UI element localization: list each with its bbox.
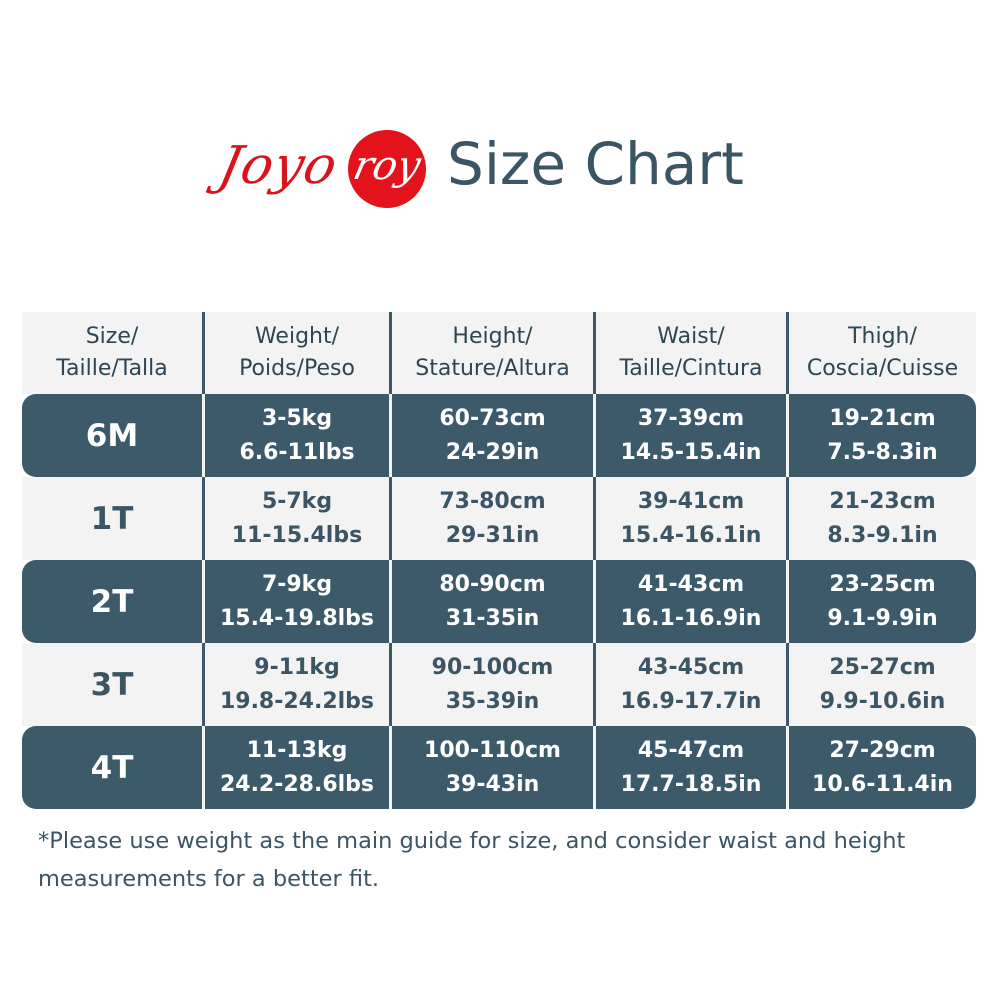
- waist-in: 17.7-18.5in: [620, 771, 762, 797]
- height-cm: 60-73cm: [439, 405, 546, 431]
- waist-cell: 43-45cm 16.9-17.7in: [593, 643, 786, 726]
- thigh-cm: 27-29cm: [829, 737, 936, 763]
- size-table: Size/ Taille/Talla Weight/ Poids/Peso He…: [22, 312, 976, 809]
- thigh-in: 9.1-9.9in: [827, 605, 938, 631]
- table-row: 2T 7-9kg 15.4-19.8lbs 80-90cm 31-35in 41…: [22, 560, 976, 643]
- waist-cm: 37-39cm: [637, 405, 745, 431]
- size-cell: 4T: [90, 749, 134, 786]
- height-cm: 90-100cm: [431, 654, 554, 680]
- height-in: 31-35in: [445, 605, 540, 631]
- size-cell: 1T: [90, 500, 134, 537]
- weight-lbs: 15.4-19.8lbs: [219, 605, 375, 631]
- weight-lbs: 19.8-24.2lbs: [219, 688, 375, 714]
- waist-cm: 41-43cm: [637, 571, 745, 597]
- header-height-line1: Height/: [452, 324, 533, 349]
- weight-kg: 7-9kg: [261, 571, 333, 597]
- waist-in: 15.4-16.1in: [620, 522, 762, 548]
- waist-cell: 41-43cm 16.1-16.9in: [593, 560, 786, 643]
- thigh-in: 7.5-8.3in: [827, 439, 938, 465]
- thigh-cell: 21-23cm 8.3-9.1in: [786, 477, 976, 560]
- height-cell: 100-110cm 39-43in: [389, 726, 593, 809]
- header-waist-line1: Waist/: [657, 324, 725, 349]
- header: Joyo roy Size Chart: [0, 118, 1000, 208]
- height-cm: 80-90cm: [439, 571, 546, 597]
- thigh-in: 9.9-10.6in: [819, 688, 946, 714]
- header-weight-line1: Weight/: [254, 324, 340, 349]
- logo-red-circle: roy: [348, 130, 426, 208]
- waist-cm: 39-41cm: [637, 488, 745, 514]
- thigh-cell: 19-21cm 7.5-8.3in: [786, 394, 976, 477]
- thigh-in: 8.3-9.1in: [827, 522, 938, 548]
- size-cell: 3T: [90, 666, 134, 703]
- header-thigh-line1: Thigh/: [848, 324, 917, 349]
- table-row: 1T 5-7kg 11-15.4lbs 73-80cm 29-31in 39-4…: [22, 477, 976, 560]
- weight-cell: 11-13kg 24.2-28.6lbs: [202, 726, 389, 809]
- size-cell: 6M: [85, 417, 139, 454]
- header-size: Size/ Taille/Talla: [22, 312, 202, 394]
- table-header-row: Size/ Taille/Talla Weight/ Poids/Peso He…: [22, 312, 976, 394]
- header-thigh: Thigh/ Coscia/Cuisse: [786, 312, 976, 394]
- height-cell: 80-90cm 31-35in: [389, 560, 593, 643]
- weight-kg: 5-7kg: [261, 488, 333, 514]
- header-height: Height/ Stature/Altura: [389, 312, 593, 394]
- weight-cell: 7-9kg 15.4-19.8lbs: [202, 560, 389, 643]
- height-in: 24-29in: [445, 439, 540, 465]
- weight-kg: 11-13kg: [246, 737, 348, 763]
- height-cm: 73-80cm: [439, 488, 546, 514]
- weight-cell: 3-5kg 6.6-11lbs: [202, 394, 389, 477]
- table-row: 3T 9-11kg 19.8-24.2lbs 90-100cm 35-39in …: [22, 643, 976, 726]
- waist-cell: 45-47cm 17.7-18.5in: [593, 726, 786, 809]
- header-size-line2: Taille/Talla: [56, 356, 168, 381]
- waist-in: 14.5-15.4in: [620, 439, 762, 465]
- thigh-cell: 27-29cm 10.6-11.4in: [786, 726, 976, 809]
- waist-cell: 37-39cm 14.5-15.4in: [593, 394, 786, 477]
- height-cm: 100-110cm: [424, 737, 561, 763]
- header-weight-line2: Poids/Peso: [239, 356, 355, 381]
- waist-cell: 39-41cm 15.4-16.1in: [593, 477, 786, 560]
- size-cell: 2T: [90, 583, 134, 620]
- weight-kg: 9-11kg: [254, 654, 340, 680]
- table-row: 6M 3-5kg 6.6-11lbs 60-73cm 24-29in 37-39…: [22, 394, 976, 477]
- thigh-cm: 19-21cm: [829, 405, 936, 431]
- waist-cm: 43-45cm: [637, 654, 745, 680]
- logo-script-text: Joyo: [213, 136, 344, 196]
- height-in: 39-43in: [445, 771, 540, 797]
- height-cell: 90-100cm 35-39in: [389, 643, 593, 726]
- header-waist-line2: Taille/Cintura: [619, 356, 763, 381]
- page-title: Size Chart: [447, 130, 744, 198]
- height-in: 35-39in: [445, 688, 540, 714]
- logo-circle-text: roy: [349, 143, 425, 189]
- header-height-line2: Stature/Altura: [415, 356, 570, 381]
- thigh-cell: 23-25cm 9.1-9.9in: [786, 560, 976, 643]
- footnote: *Please use weight as the main guide for…: [38, 828, 906, 892]
- header-waist: Waist/ Taille/Cintura: [593, 312, 786, 394]
- thigh-cm: 25-27cm: [829, 654, 936, 680]
- weight-cell: 5-7kg 11-15.4lbs: [202, 477, 389, 560]
- waist-in: 16.1-16.9in: [620, 605, 762, 631]
- thigh-cell: 25-27cm 9.9-10.6in: [786, 643, 976, 726]
- thigh-cm: 21-23cm: [829, 488, 936, 514]
- brand-logo: Joyo roy: [214, 128, 432, 208]
- height-cell: 73-80cm 29-31in: [389, 477, 593, 560]
- thigh-in: 10.6-11.4in: [812, 771, 953, 797]
- header-size-line1: Size/: [85, 324, 139, 349]
- header-thigh-line2: Coscia/Cuisse: [806, 356, 959, 381]
- height-in: 29-31in: [445, 522, 540, 548]
- height-cell: 60-73cm 24-29in: [389, 394, 593, 477]
- weight-lbs: 6.6-11lbs: [239, 439, 355, 465]
- waist-cm: 45-47cm: [637, 737, 745, 763]
- weight-lbs: 24.2-28.6lbs: [219, 771, 375, 797]
- waist-in: 16.9-17.7in: [620, 688, 762, 714]
- header-weight: Weight/ Poids/Peso: [202, 312, 389, 394]
- thigh-cm: 23-25cm: [829, 571, 936, 597]
- weight-lbs: 11-15.4lbs: [231, 522, 363, 548]
- weight-kg: 3-5kg: [261, 405, 333, 431]
- table-row: 4T 11-13kg 24.2-28.6lbs 100-110cm 39-43i…: [22, 726, 976, 809]
- weight-cell: 9-11kg 19.8-24.2lbs: [202, 643, 389, 726]
